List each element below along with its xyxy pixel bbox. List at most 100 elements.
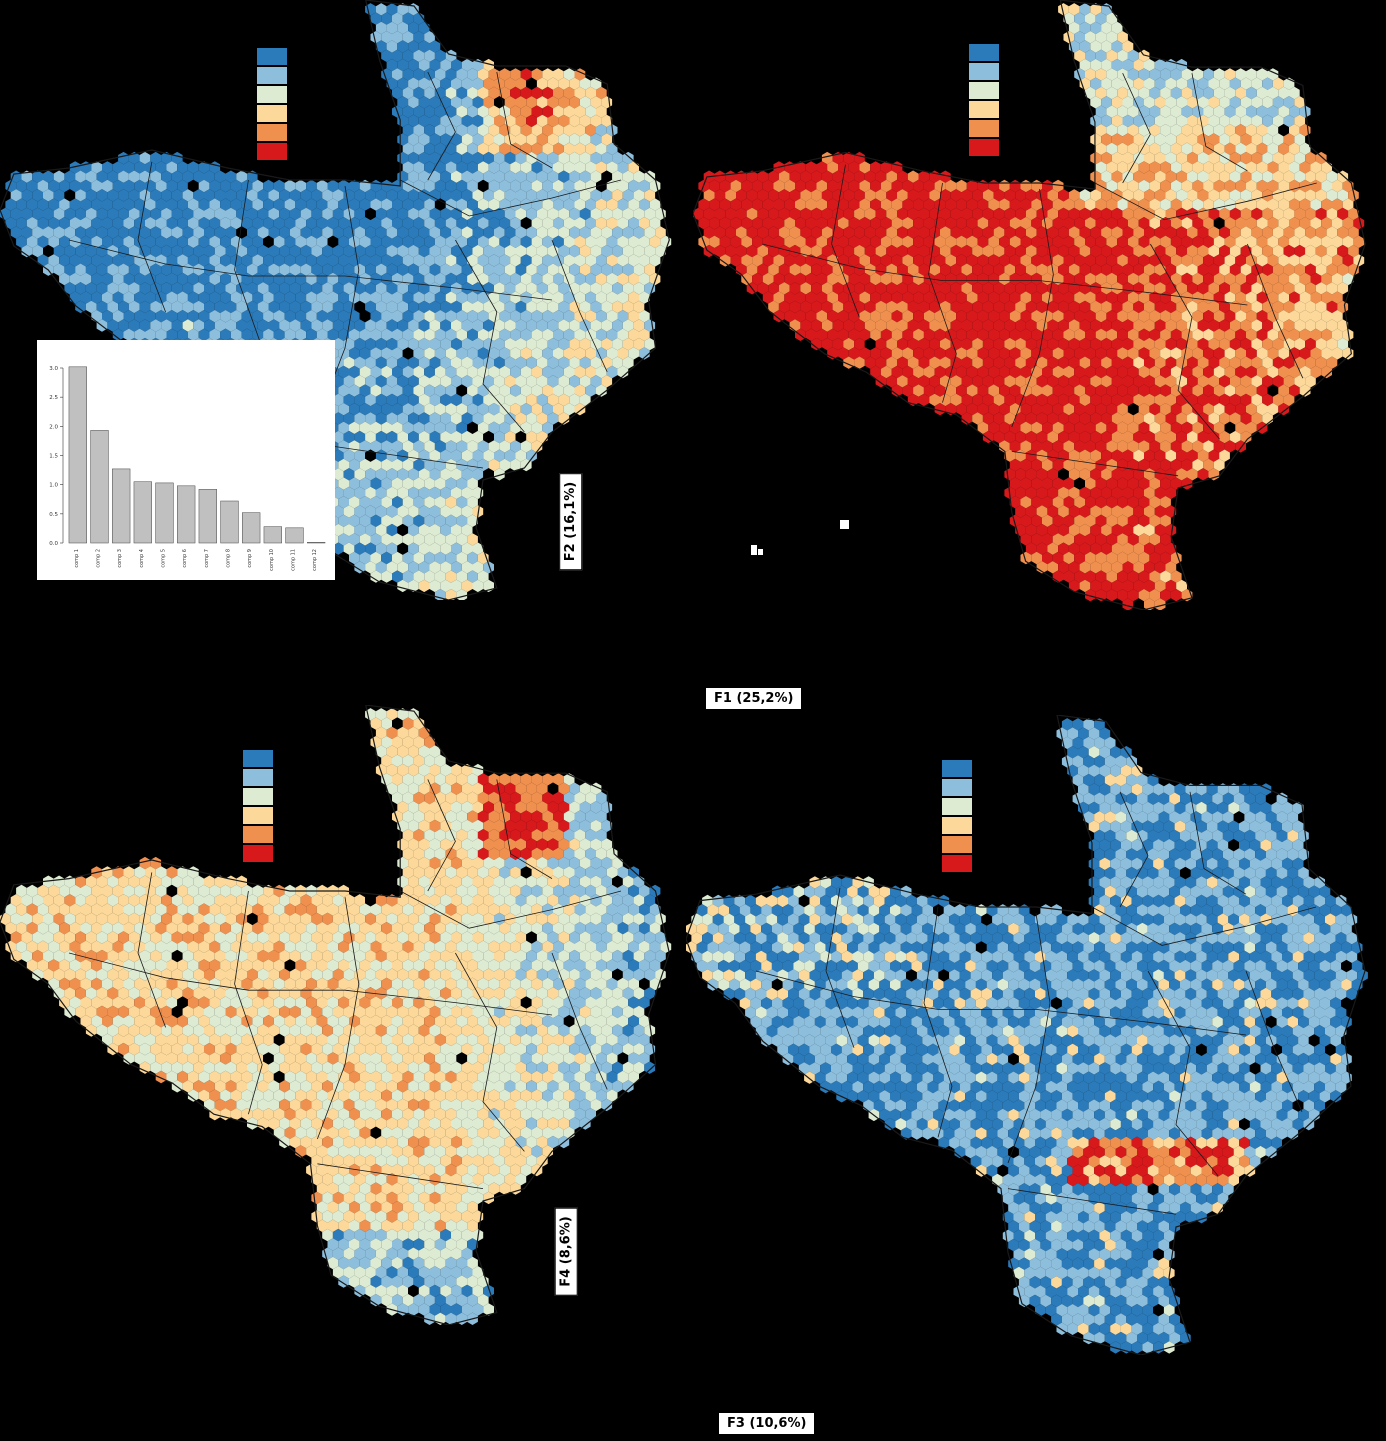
hex-cell — [730, 198, 742, 211]
hex-cell — [644, 207, 656, 221]
hex-cell — [434, 570, 446, 583]
hex-cell — [1111, 412, 1123, 425]
hex-cell — [606, 198, 618, 211]
hex-cell — [402, 773, 414, 786]
hex-cell — [397, 968, 409, 981]
hex-cell — [445, 514, 457, 527]
hex-cell — [171, 226, 183, 239]
hex-cell — [461, 449, 473, 462]
hex-cell — [193, 912, 204, 926]
hex-cell — [102, 179, 113, 193]
hex-cell — [848, 161, 860, 174]
hex-cell — [854, 319, 865, 332]
hex-cell — [440, 412, 451, 425]
hex-cell — [1117, 198, 1128, 211]
hex-cell — [590, 96, 602, 109]
hex-cell — [1047, 523, 1059, 537]
hex-cell — [897, 300, 908, 314]
hex-cell — [1079, 375, 1091, 388]
hex-cell — [1101, 170, 1112, 183]
hex-cell — [69, 977, 81, 991]
hex-cell — [311, 189, 323, 202]
hex-cell — [118, 282, 129, 295]
hex-cell — [477, 254, 489, 267]
hex-cell — [26, 198, 38, 211]
hex-cell — [1192, 105, 1204, 118]
hex-cell — [343, 523, 355, 537]
hex-cell — [988, 254, 1000, 267]
hex-cell — [434, 310, 446, 323]
hex-cell — [445, 589, 457, 600]
hex-cell — [177, 903, 188, 916]
hex-cell — [649, 922, 661, 935]
hex-cell — [1176, 449, 1187, 462]
hex-cell — [456, 570, 468, 583]
hex-cell — [150, 912, 162, 926]
hex-cell — [1015, 486, 1026, 500]
hex-cell — [977, 365, 989, 379]
hex-cell — [365, 968, 376, 981]
hex-cell — [644, 968, 656, 981]
hex-cell — [375, 337, 387, 351]
legend-swatch-3 — [969, 82, 999, 99]
hex-cell — [574, 347, 586, 360]
hex-cell — [639, 217, 650, 230]
hex-cell — [198, 291, 210, 304]
hex-cell — [477, 161, 489, 174]
hex-cell — [1197, 430, 1209, 444]
hex-cell — [596, 328, 607, 341]
hex-cell — [300, 931, 312, 944]
hex-cell — [563, 272, 575, 286]
hex-cell — [1111, 505, 1123, 518]
hex-cell — [1004, 393, 1016, 407]
hex-cell — [886, 189, 897, 202]
hex-cell — [569, 949, 580, 963]
hex-cell — [91, 254, 102, 267]
hex-cell — [1348, 244, 1359, 258]
hex-cell — [741, 179, 753, 193]
hex-cell — [918, 337, 930, 351]
hex-cell — [1074, 347, 1085, 360]
hex-cell — [553, 68, 564, 81]
hex-cell — [166, 884, 178, 898]
hex-cell — [467, 903, 478, 916]
hex-cell — [553, 161, 564, 174]
hex-cell — [977, 403, 989, 416]
hex-cell — [542, 310, 553, 323]
hex-cell — [349, 179, 360, 193]
y-tick-label: 2.0 — [49, 424, 58, 430]
hex-cell — [1267, 272, 1279, 286]
hex-cell — [306, 977, 317, 991]
hex-cell — [279, 207, 290, 221]
hex-cell — [424, 161, 435, 174]
hex-cell — [1133, 486, 1144, 500]
hex-cell — [1262, 356, 1273, 369]
hex-cell — [1181, 272, 1193, 286]
hex-cell — [1337, 226, 1349, 239]
hex-cell — [1256, 328, 1268, 341]
hex-cell — [520, 217, 532, 230]
hex-cell — [961, 412, 973, 425]
hex-cell — [220, 179, 231, 193]
hex-cell — [1224, 142, 1236, 155]
hex-cell — [418, 968, 430, 981]
hex-cell — [102, 217, 113, 230]
hex-cell — [397, 207, 409, 221]
hex-cell — [306, 217, 317, 230]
hex-cell — [784, 291, 795, 304]
hex-cell — [434, 254, 446, 267]
hex-cell — [370, 959, 382, 972]
hex-cell — [1332, 291, 1343, 304]
hex-cell — [558, 319, 570, 332]
hex-cell — [1149, 161, 1161, 174]
hex-cell — [434, 496, 446, 509]
hex-cell — [424, 403, 435, 416]
hex-cell — [1111, 523, 1123, 537]
hex-cell — [940, 356, 951, 369]
hex-cell — [1181, 440, 1193, 453]
hex-cell — [1299, 254, 1311, 267]
hex-cell — [1101, 523, 1112, 537]
hex-cell — [397, 77, 409, 90]
hex-cell — [590, 356, 602, 369]
hex-cell — [1058, 375, 1069, 388]
